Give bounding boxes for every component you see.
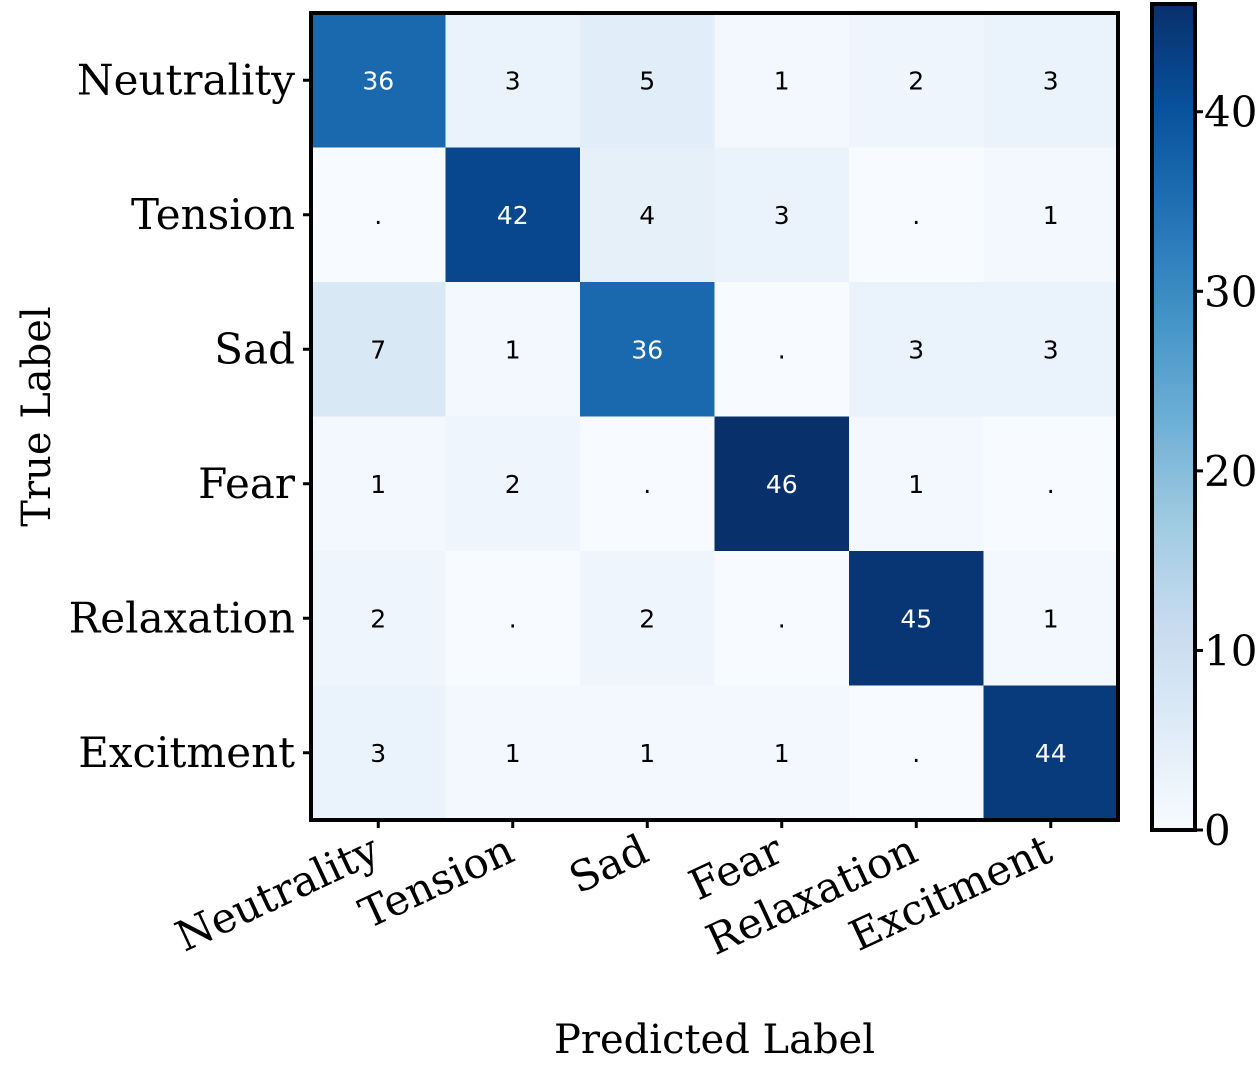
heatmap-cell	[311, 147, 447, 283]
cell-value-label: .	[643, 470, 651, 499]
x-tick-label-sad: Sad	[562, 825, 656, 904]
heatmap-cell	[849, 13, 985, 149]
cell-value-label: 3	[908, 335, 924, 364]
colorbar: 0 10 20 30 40	[1150, 2, 1257, 855]
y-tick-label-sad: Sad	[214, 324, 295, 373]
cell-value-label: 2	[505, 470, 521, 499]
colorbar-gradient	[1152, 4, 1195, 830]
heatmap-cell	[714, 685, 850, 821]
y-tick-label-tension: Tension	[131, 190, 295, 239]
y-tick-label-relaxation: Relaxation	[69, 593, 295, 642]
cell-value-label: 36	[362, 66, 394, 95]
heatmap-cell	[580, 282, 716, 418]
cell-value-label: 1	[639, 739, 655, 768]
heatmap-cell	[983, 282, 1119, 418]
cell-value-label: .	[374, 201, 382, 230]
colorbar-tick-label: 30	[1204, 267, 1257, 316]
heatmap-cell	[580, 416, 716, 552]
heatmap-cell	[445, 147, 581, 283]
cell-value-label: 45	[900, 604, 932, 633]
heatmap-cell	[580, 551, 716, 687]
cell-value-label: 3	[1043, 66, 1059, 95]
cell-value-label: 2	[370, 604, 386, 633]
heatmap-cell	[714, 551, 850, 687]
heatmap-cell	[445, 416, 581, 552]
heatmap-cell	[849, 685, 985, 821]
colorbar-tick-label: 0	[1204, 806, 1231, 855]
heatmap-cell	[714, 13, 850, 149]
y-axis-title: True Label	[14, 306, 60, 526]
heatmap-cell	[580, 147, 716, 283]
heatmap-cell	[849, 147, 985, 283]
cell-value-label: 3	[774, 201, 790, 230]
cell-value-label: .	[912, 201, 920, 230]
cell-value-label: 3	[1043, 335, 1059, 364]
cell-value-label: 3	[505, 66, 521, 95]
heatmap-cell	[580, 685, 716, 821]
heatmap-cell	[849, 551, 985, 687]
heatmap-cell	[311, 416, 447, 552]
cell-value-labels: 36 3 5 1 2 3. 42 4 3. 1 7 1 36. 3 3 1 2. 46 1. 2. 2. 45 1 3 1 1 1.…	[362, 66, 1066, 768]
cell-value-label: 2	[639, 604, 655, 633]
heatmap-cell	[311, 685, 447, 821]
cell-value-label: .	[1047, 470, 1055, 499]
heatmap-cells	[311, 13, 1119, 821]
cell-value-label: 42	[497, 201, 529, 230]
cell-value-label: 46	[766, 470, 798, 499]
heatmap-cell	[983, 685, 1119, 821]
heatmap-cell	[311, 13, 447, 149]
colorbar-frame	[1150, 2, 1197, 832]
x-axis-title: Predicted Label	[554, 1017, 875, 1063]
colorbar-tick-label: 40	[1204, 88, 1257, 137]
cell-value-label: 1	[908, 470, 924, 499]
heatmap-cell	[983, 416, 1119, 552]
colorbar-tick-label: 10	[1204, 626, 1257, 675]
heatmap-cell	[445, 685, 581, 821]
heatmap-cell	[714, 147, 850, 283]
y-tick-label-neutrality: Neutrality	[77, 55, 295, 104]
x-tick-label-tension: Tension	[352, 825, 521, 939]
heatmap-cell	[983, 551, 1119, 687]
heatmap-cell	[445, 13, 581, 149]
cell-value-label: 5	[639, 66, 655, 95]
plot-frame	[309, 11, 1120, 822]
cell-value-label: 1	[370, 470, 386, 499]
heatmap-cell	[849, 282, 985, 418]
cell-value-label: .	[912, 739, 920, 768]
heatmap-cell	[445, 282, 581, 418]
cell-value-label: 1	[1043, 604, 1059, 633]
cell-value-label: 1	[774, 66, 790, 95]
cell-value-label: 36	[631, 335, 663, 364]
heatmap-cell	[311, 282, 447, 418]
heatmap-cell	[983, 147, 1119, 283]
heatmap-cell	[445, 551, 581, 687]
cell-value-label: 3	[370, 739, 386, 768]
cell-value-label: 1	[774, 739, 790, 768]
cell-value-label: .	[778, 604, 786, 633]
cell-value-label: .	[509, 604, 517, 633]
cell-value-label: 2	[908, 66, 924, 95]
heatmap-cell	[580, 13, 716, 149]
cell-value-label: 4	[639, 201, 655, 230]
heatmap-cell	[983, 13, 1119, 149]
colorbar-tick-label: 20	[1204, 447, 1257, 496]
heatmap-cell	[311, 551, 447, 687]
cell-value-label: 1	[505, 335, 521, 364]
cell-value-label: .	[778, 335, 786, 364]
heatmap-cell	[714, 282, 850, 418]
cell-value-label: 7	[370, 335, 386, 364]
y-axis-ticks: Neutrality Tension Sad Fear Relaxation Excitm…	[69, 55, 311, 777]
heatmap-cell	[714, 416, 850, 552]
cell-value-label: 44	[1035, 739, 1067, 768]
colorbar-ticks: 0 10 20 30 40	[1195, 88, 1257, 855]
y-tick-label-excitment: Excitment	[78, 728, 295, 777]
y-tick-label-fear: Fear	[198, 459, 296, 508]
cell-value-label: 1	[1043, 201, 1059, 230]
heatmap-cell	[849, 416, 985, 552]
cell-value-label: 1	[505, 739, 521, 768]
